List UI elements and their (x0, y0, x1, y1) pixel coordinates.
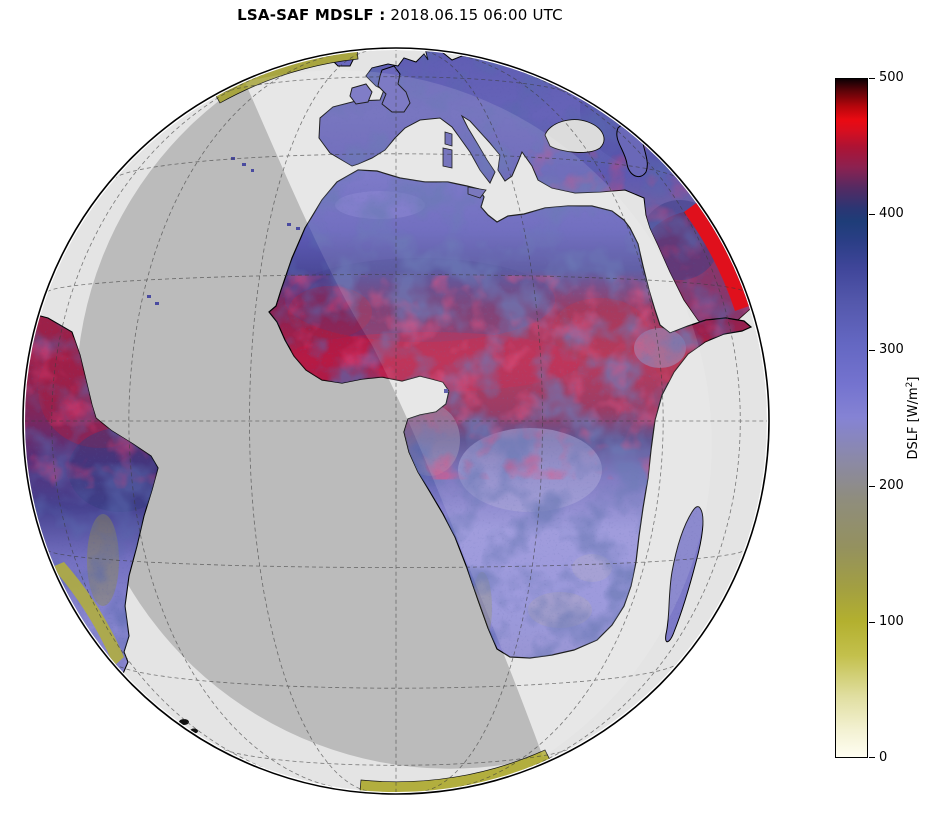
page-title: LSA-SAF MDSLF : 2018.06.15 06:00 UTC (0, 6, 800, 24)
title-product: LSA-SAF MDSLF : (237, 6, 386, 24)
andes-limb-sliver (52, 562, 124, 666)
colorbar-tick-label: 0 (879, 750, 888, 765)
colorbar-tick (869, 77, 875, 79)
colorbar-tick (869, 757, 875, 759)
graticule-grid (25, 50, 767, 792)
globe-limb-outline (22, 47, 770, 795)
colorbar-tick (869, 349, 875, 351)
night-shadow-ocean (76, 82, 543, 769)
colorbar-tick-label: 300 (879, 342, 904, 357)
black-sea (544, 119, 605, 153)
colorbar-tick (869, 485, 875, 487)
day-illumination-overlay (245, 70, 712, 757)
globe-map (22, 47, 770, 795)
colorbar-tick-label: 400 (879, 206, 904, 221)
globe-svg (22, 47, 770, 795)
colorbar-axis-label: DSLF [W/m2] (904, 376, 922, 460)
colorbar-tick (869, 621, 875, 623)
colorbar-tick-label: 100 (879, 614, 904, 629)
colorbar-tick-label: 200 (879, 478, 904, 493)
globe-disk (25, 50, 767, 792)
colorbar-gradient (835, 78, 868, 758)
title-timestamp: 2018.06.15 06:00 UTC (385, 6, 563, 24)
colorbar-tick (869, 213, 875, 215)
colorbar-tick-label: 500 (879, 70, 904, 85)
red-limb-crescent (684, 201, 752, 311)
